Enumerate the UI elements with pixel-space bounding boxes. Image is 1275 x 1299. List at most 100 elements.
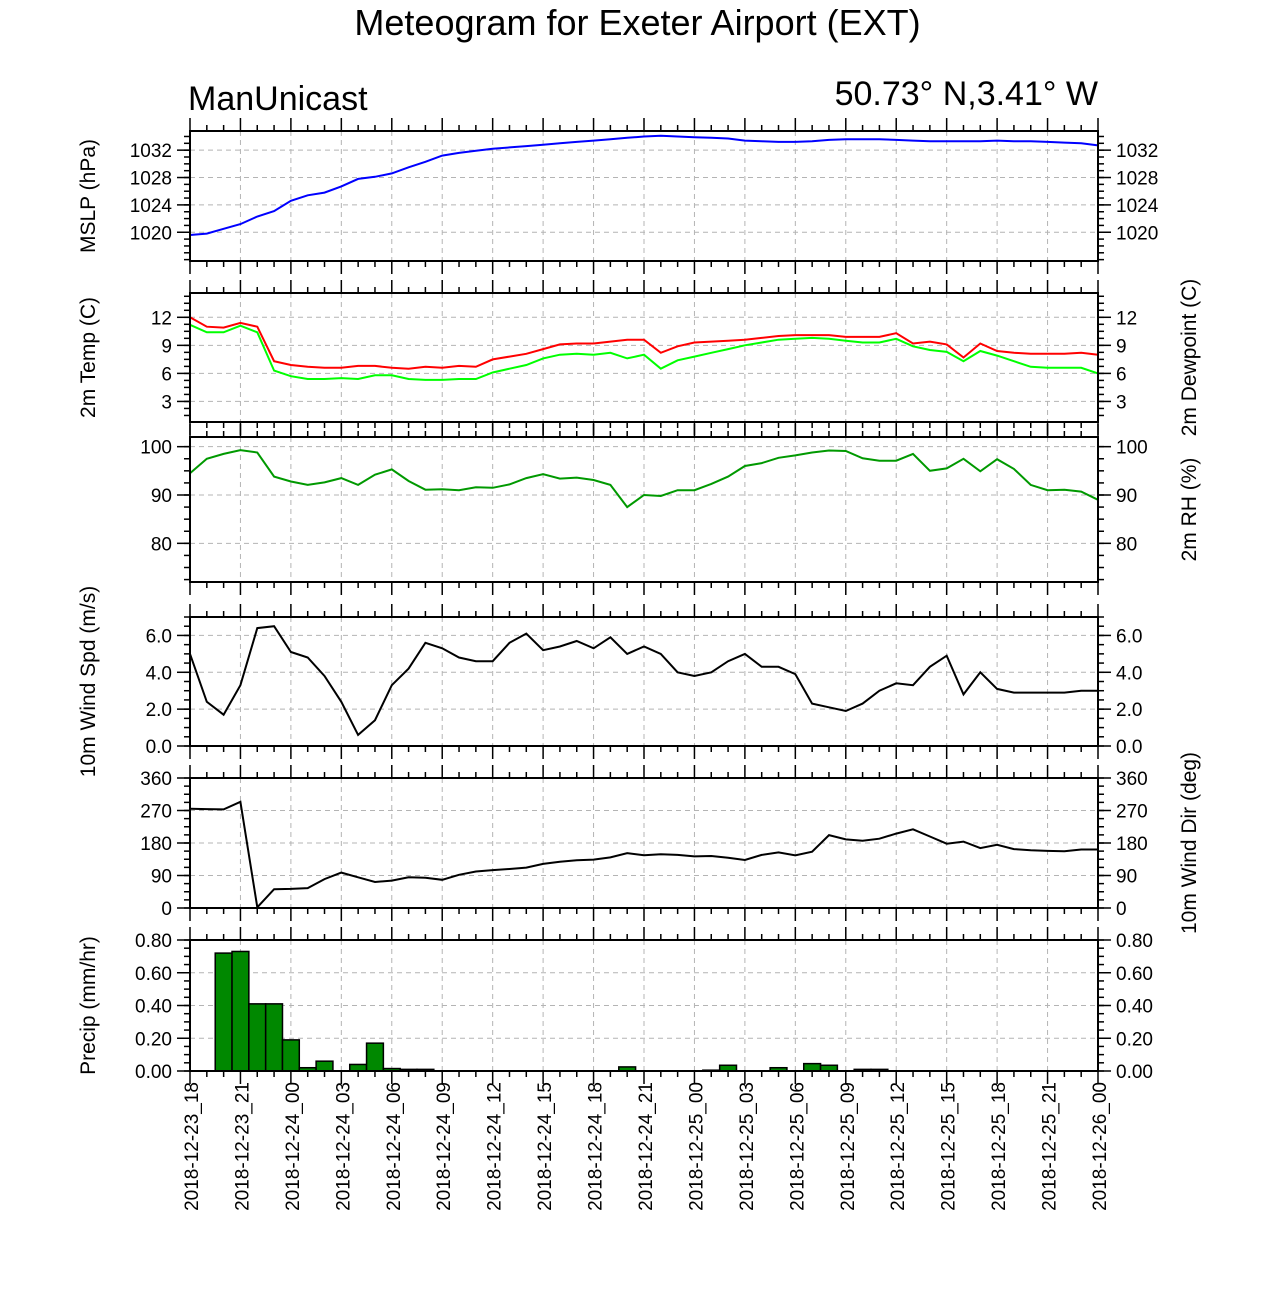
y-tick-label: 0.00 [1116, 1062, 1153, 1083]
x-tick-label: 2018-12-24_03 [333, 1082, 354, 1211]
y-tick-label: 0.80 [135, 931, 172, 952]
y-tick-label: 90 [1116, 867, 1137, 888]
y-tick-label: 0.60 [135, 964, 172, 985]
x-tick-label: 2018-12-24_09 [434, 1082, 455, 1211]
y-tick-label: 1024 [1116, 196, 1159, 217]
y-tick-label: 100 [1116, 438, 1148, 459]
series-line-0 [189, 800, 1098, 910]
y-tick-label: 0.40 [1116, 997, 1153, 1018]
y-tick-label: 1024 [130, 196, 173, 217]
y-tick-label: 90 [1116, 486, 1137, 507]
y-tick-label: 270 [140, 802, 172, 823]
y-tick-label: 1020 [130, 223, 172, 244]
x-tick-label: 2018-12-24_21 [636, 1082, 657, 1211]
x-tick-label: 2018-12-24_15 [535, 1082, 556, 1211]
x-tick-label: 2018-12-25_18 [989, 1082, 1010, 1211]
y-tick-label: 270 [1116, 802, 1148, 823]
y-tick-label: 80 [1116, 534, 1137, 555]
location-label: 50.73° N,3.41° W [834, 75, 1098, 113]
y-tick-label: 2.0 [146, 700, 172, 721]
y-tick-label: 0.60 [1116, 964, 1153, 985]
y-tick-label: 6.0 [146, 626, 172, 647]
panel-4: 0 0 90 90 180 180 270 270 360 360 10m Wind Dir (de… [140, 752, 1201, 934]
y-tick-label: 12 [151, 308, 172, 329]
y-tick-label: 360 [140, 769, 172, 790]
precip-bar [802, 1062, 822, 1072]
precip-bar [231, 950, 250, 1072]
y-tick-label: 180 [140, 834, 172, 855]
y-tick-label: 0.20 [1116, 1029, 1153, 1050]
y-tick-label: 3 [1116, 392, 1127, 413]
x-tick-label: 2018-12-25_21 [1040, 1082, 1061, 1211]
x-tick-label: 2018-12-23_21 [232, 1082, 253, 1211]
y-tick-label: 6 [161, 364, 172, 385]
y-axis-label: 10m Wind Spd (m/s) [77, 586, 100, 777]
x-tick-label: 2018-12-25_12 [888, 1082, 909, 1211]
x-tick-label: 2018-12-25_06 [787, 1082, 808, 1211]
panel-3: 0.0 0.0 2.0 2.0 4.0 4.0 6.0 6.0 10m Wind Spd (m/… [77, 586, 1142, 777]
y-tick-label: 0.80 [1116, 931, 1153, 952]
precip-bar [315, 1060, 334, 1072]
y-tick-label: 0.20 [135, 1029, 172, 1050]
y-tick-label: 360 [1116, 769, 1148, 790]
y-tick-label: 1028 [130, 169, 172, 190]
y-tick-label: 0.0 [146, 737, 172, 758]
precip-bar [281, 1039, 301, 1072]
series-line-1 [189, 323, 1099, 381]
y-tick-label: 0.40 [135, 997, 172, 1018]
x-tick-label: 2018-12-24_06 [384, 1082, 405, 1211]
y-tick-label: 1020 [1116, 223, 1158, 244]
x-tick-label: 2018-12-25_03 [737, 1082, 758, 1211]
y-tick-label: 4.0 [146, 663, 172, 684]
y-axis-label: 2m Temp (C) [77, 297, 100, 418]
x-tick-label: 2018-12-24_12 [485, 1082, 506, 1211]
y-axis-label-right: 2m RH (%) [1178, 458, 1201, 562]
y-axis-label: MSLP (hPa) [77, 139, 100, 253]
y-tick-label: 0.0 [1116, 737, 1142, 758]
y-tick-label: 0 [1116, 899, 1127, 920]
series-line-0 [189, 449, 1099, 509]
panel-5: 0.00 0.00 0.20 0.20 0.40 0.40 0.60 0.60 0.80 0.80… [77, 927, 1153, 1084]
y-tick-label: 180 [1116, 834, 1148, 855]
y-tick-label: 100 [140, 438, 172, 459]
y-tick-label: 6.0 [1116, 626, 1142, 647]
panel-1: 3 3 6 6 9 9 12 12 2m Temp (C) 2m Dewpoint (C) [77, 279, 1201, 437]
x-tick-label: 2018-12-25_09 [838, 1082, 859, 1211]
y-tick-label: 9 [161, 336, 172, 357]
y-tick-label: 1028 [1116, 169, 1158, 190]
model-label: ManUnicast [188, 80, 368, 118]
y-tick-label: 1032 [1116, 141, 1158, 162]
y-tick-label: 90 [151, 486, 172, 507]
y-tick-label: 0.00 [135, 1062, 172, 1083]
series-line-0 [189, 316, 1099, 370]
x-tick-label: 2018-12-25_15 [939, 1082, 960, 1211]
x-tick-label: 2018-12-25_00 [686, 1082, 707, 1211]
y-tick-label: 0 [161, 899, 172, 920]
series-line-0 [189, 134, 1099, 236]
precip-bar [365, 1042, 385, 1072]
x-tick-label: 2018-12-24_00 [283, 1082, 304, 1211]
x-tick-label: 2018-12-26_00 [1090, 1082, 1111, 1211]
panel-0: 1020 1020 1024 1024 1028 1028 1032 1032 MSLP (hP… [77, 118, 1159, 274]
y-tick-label: 12 [1116, 308, 1137, 329]
series-line-0 [189, 625, 1098, 737]
y-tick-label: 80 [151, 534, 172, 555]
x-tick-label: 2018-12-24_18 [586, 1082, 607, 1211]
y-axis-label: Precip (mm/hr) [77, 936, 100, 1075]
chart-title: Meteogram for Exeter Airport (EXT) [354, 2, 921, 43]
y-tick-label: 1032 [130, 141, 172, 162]
y-tick-label: 2.0 [1116, 700, 1142, 721]
y-tick-label: 6 [1116, 364, 1127, 385]
y-axis-label-right: 2m Dewpoint (C) [1178, 279, 1201, 437]
y-tick-label: 90 [151, 867, 172, 888]
precip-bar [264, 1003, 284, 1072]
panel-2: 80 80 90 90 100 100 2m RH (%) [140, 424, 1201, 595]
y-tick-label: 9 [1116, 336, 1127, 357]
y-tick-label: 3 [161, 392, 172, 413]
y-tick-label: 4.0 [1116, 663, 1142, 684]
x-tick-label: 2018-12-23_18 [182, 1082, 203, 1211]
y-axis-label-right: 10m Wind Dir (deg) [1178, 752, 1201, 934]
precip-bar [248, 1003, 267, 1072]
precip-bar [214, 952, 233, 1072]
